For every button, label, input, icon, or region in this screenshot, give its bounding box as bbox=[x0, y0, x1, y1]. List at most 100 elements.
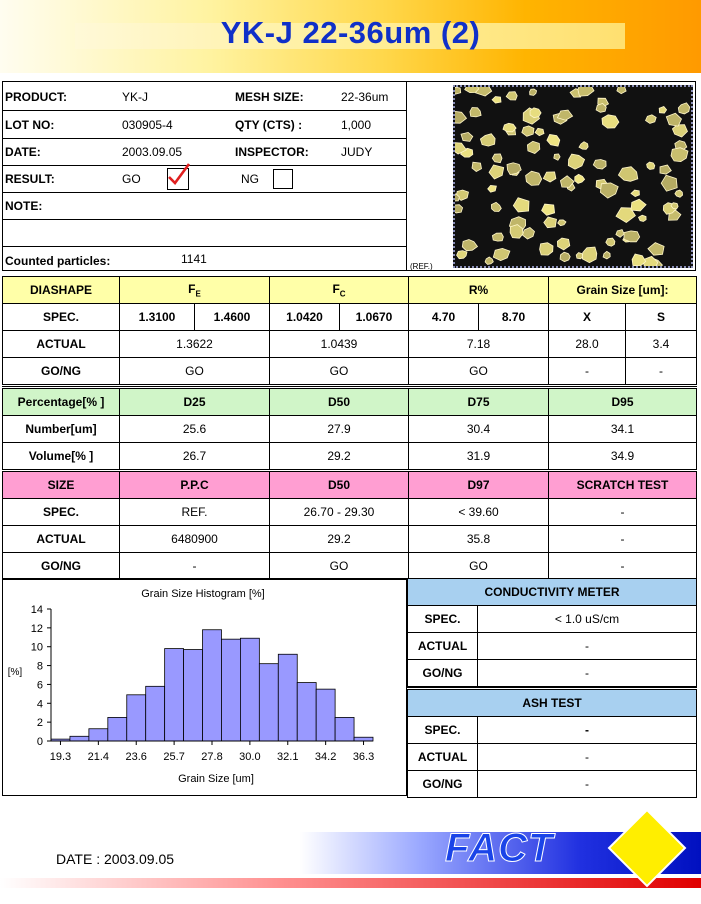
particle bbox=[490, 201, 502, 212]
histogram-bar bbox=[183, 649, 203, 742]
size-actual-row: ACTUAL 6480900 29.2 35.8 - bbox=[2, 525, 697, 553]
percentage-table: Percentage[% ] D25 D50 D75 D95 Number[um… bbox=[2, 386, 697, 470]
fc-spec-min: 1.0420 bbox=[269, 303, 340, 331]
particle bbox=[471, 161, 482, 172]
particle bbox=[491, 153, 503, 164]
particle bbox=[601, 114, 620, 129]
inspector-label: INSPECTOR: bbox=[235, 145, 309, 159]
fact-logo: FACT bbox=[444, 826, 554, 871]
fe-spec-max: 1.4600 bbox=[194, 303, 270, 331]
particle bbox=[660, 174, 678, 192]
particle bbox=[521, 125, 535, 137]
note-label: NOTE: bbox=[5, 199, 43, 213]
ash-actual-label: ACTUAL bbox=[407, 743, 478, 771]
lot-value: 030905-4 bbox=[122, 118, 173, 132]
particle bbox=[491, 232, 504, 242]
d50-actual: 29.2 bbox=[269, 525, 409, 553]
particle bbox=[556, 109, 574, 121]
particle bbox=[644, 114, 657, 124]
scratch-spec: - bbox=[548, 498, 697, 526]
fe-header: FE bbox=[119, 276, 270, 304]
y-tick-label: 0 bbox=[37, 736, 43, 748]
particle bbox=[529, 88, 538, 96]
particle bbox=[461, 239, 479, 252]
conductivity-table: CONDUCTIVITY METER SPEC. < 1.0 uS/cm ACT… bbox=[407, 578, 697, 687]
info-row-counted: Counted particles: 1141 bbox=[3, 246, 406, 271]
r-spec-min: 4.70 bbox=[408, 303, 479, 331]
particle bbox=[670, 202, 679, 210]
date-value: 2003.09.05 bbox=[122, 145, 183, 159]
histogram-bar bbox=[315, 688, 336, 742]
diashape-header-row: DIASHAPE FE FC R% Grain Size [um]: bbox=[2, 276, 698, 304]
particle bbox=[492, 247, 511, 262]
x-tick-label: 21.4 bbox=[88, 751, 109, 763]
footer-red-band bbox=[0, 878, 701, 888]
histogram-bar bbox=[202, 629, 222, 742]
particle bbox=[506, 162, 522, 176]
x-tick-label: 23.6 bbox=[126, 751, 147, 763]
info-row-lot: LOT NO: 030905-4 QTY (CTS) : 1,000 bbox=[3, 110, 406, 139]
y-tick-label: 12 bbox=[31, 623, 43, 635]
particle bbox=[491, 96, 502, 104]
volume-d50: 29.2 bbox=[269, 442, 409, 470]
percentage-header-row: Percentage[% ] D25 D50 D75 D95 bbox=[2, 387, 697, 416]
ppc-gong: - bbox=[119, 552, 270, 580]
particle bbox=[488, 164, 505, 180]
mesh-size-label: MESH SIZE: bbox=[235, 90, 304, 104]
particle bbox=[487, 184, 497, 193]
d95-header: D95 bbox=[548, 387, 697, 416]
number-d50: 27.9 bbox=[269, 415, 409, 443]
size-actual-label: ACTUAL bbox=[2, 525, 120, 553]
gong-label: GO/NG bbox=[2, 357, 120, 385]
d50-header: D50 bbox=[269, 387, 409, 416]
particle bbox=[539, 242, 554, 256]
conductivity-actual-row: ACTUAL - bbox=[407, 632, 697, 660]
particle bbox=[630, 189, 640, 198]
d50-spec: 26.70 - 29.30 bbox=[269, 498, 409, 526]
particle bbox=[542, 171, 557, 183]
particle bbox=[670, 147, 689, 163]
particle bbox=[512, 197, 530, 213]
yellow-diamond-icon bbox=[607, 808, 687, 888]
particle bbox=[595, 103, 607, 113]
particle bbox=[543, 216, 557, 229]
volume-label: Volume[% ] bbox=[2, 442, 120, 470]
conductivity-spec-row: SPEC. < 1.0 uS/cm bbox=[407, 605, 697, 633]
histogram-bar bbox=[145, 685, 166, 742]
size-header: SIZE bbox=[2, 470, 120, 499]
particle bbox=[581, 246, 598, 264]
ash-test-table: ASH TEST SPEC. - ACTUAL - GO/NG - bbox=[407, 687, 697, 798]
x-tick-label: 36.3 bbox=[353, 751, 374, 763]
particle bbox=[578, 141, 589, 150]
percentage-header: Percentage[% ] bbox=[2, 387, 120, 416]
particle bbox=[623, 230, 641, 243]
particle bbox=[658, 106, 668, 114]
grain-size-header: Grain Size [um]: bbox=[547, 276, 698, 304]
particle bbox=[646, 161, 656, 170]
fe-spec-min: 1.3100 bbox=[119, 303, 195, 331]
histogram-bar bbox=[69, 735, 90, 742]
x-axis-label: Grain Size [um] bbox=[178, 773, 254, 785]
lot-label: LOT NO: bbox=[5, 118, 55, 132]
conductivity-spec-label: SPEC. bbox=[407, 605, 478, 633]
go-checkbox[interactable] bbox=[167, 163, 191, 190]
number-label: Number[um] bbox=[2, 415, 120, 443]
number-d75: 30.4 bbox=[408, 415, 549, 443]
diashape-spec-row: SPEC. 1.3100 1.4600 1.0420 1.0670 4.70 8… bbox=[2, 303, 698, 331]
conductivity-actual: - bbox=[477, 632, 697, 660]
particle-image bbox=[455, 87, 691, 266]
date-label: DATE: bbox=[5, 145, 41, 159]
particle bbox=[460, 131, 474, 142]
d97-header: D97 bbox=[408, 470, 549, 499]
size-gong-row: GO/NG - GO GO - bbox=[2, 552, 697, 580]
qty-label: QTY (CTS) : bbox=[235, 118, 303, 132]
ng-checkbox[interactable] bbox=[273, 169, 293, 189]
d97-spec: < 39.60 bbox=[408, 498, 549, 526]
info-row-result: RESULT: GO NG bbox=[3, 163, 406, 193]
page-title: YK-J 22-36um (2) bbox=[220, 15, 481, 50]
ash-actual: - bbox=[477, 743, 697, 771]
particle bbox=[469, 107, 482, 118]
grain-x-actual: 28.0 bbox=[548, 330, 626, 358]
particle bbox=[602, 250, 611, 260]
particle bbox=[671, 124, 688, 138]
